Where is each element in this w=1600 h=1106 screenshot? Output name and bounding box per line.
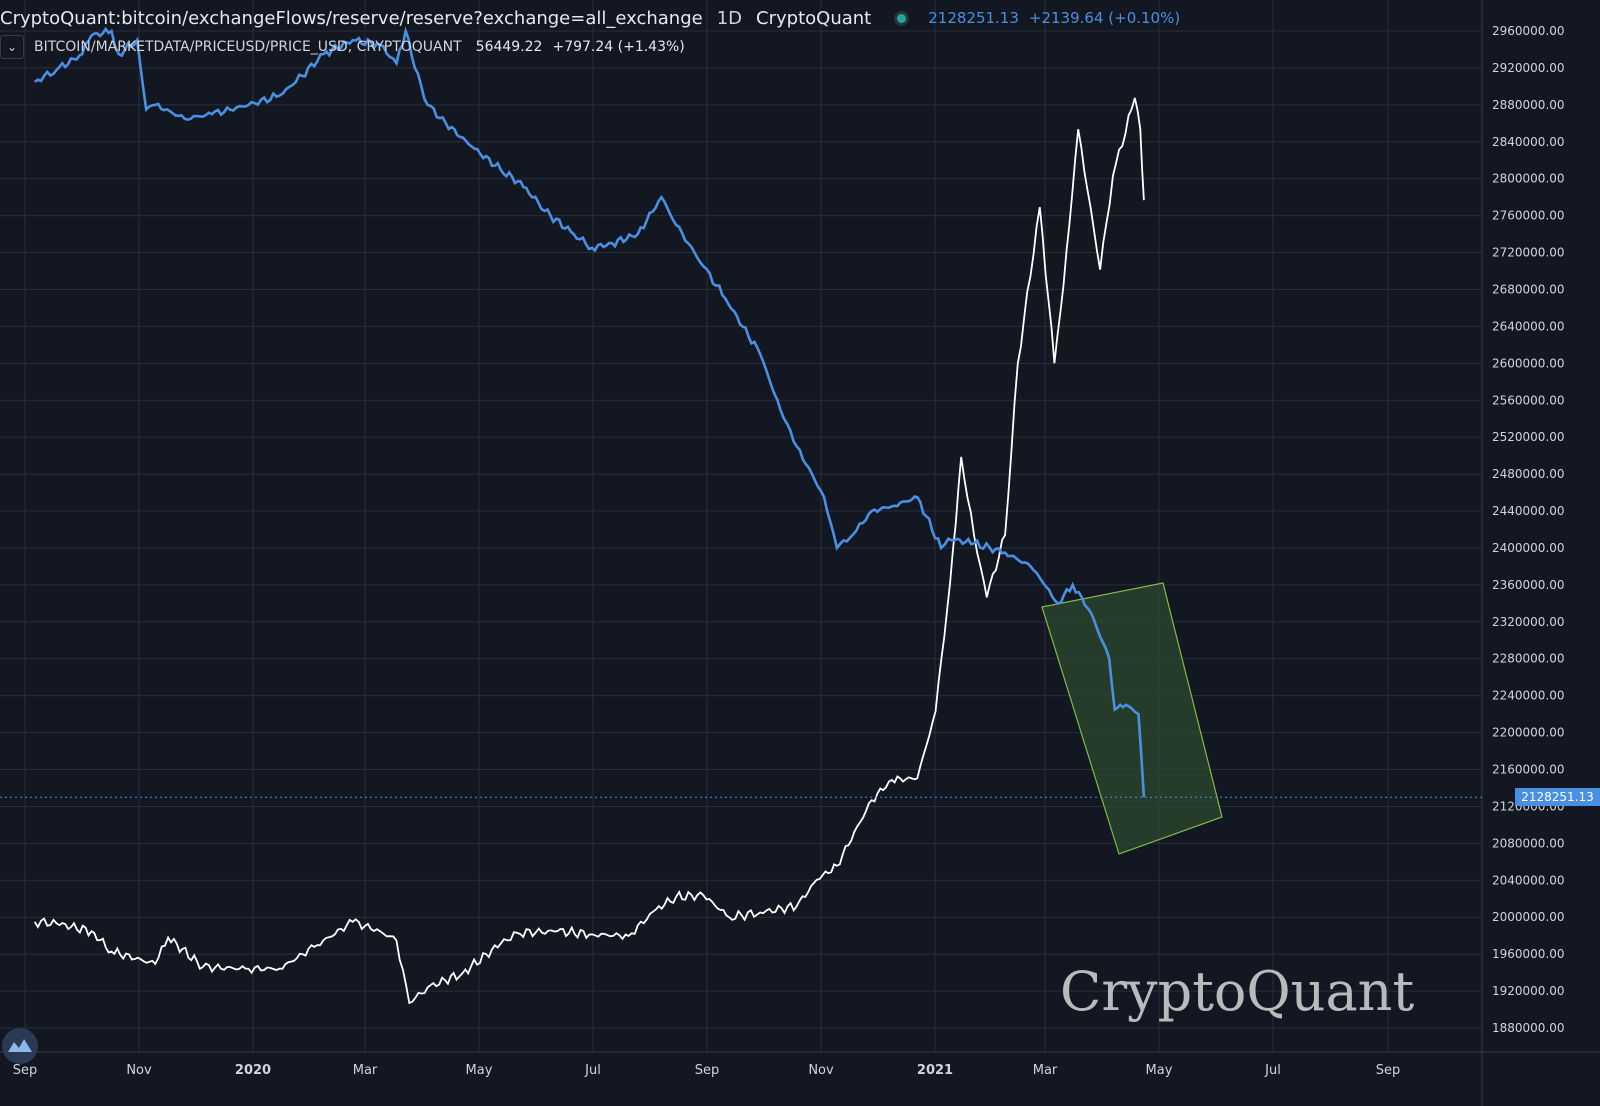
x-tick-label: Mar — [353, 1063, 378, 1078]
y-tick-label: 2520000.00 — [1492, 430, 1565, 444]
x-tick-label: Sep — [1376, 1063, 1401, 1078]
highlight-box — [1041, 582, 1223, 855]
y-tick-label: 2920000.00 — [1492, 61, 1565, 75]
watermark-logo: CryptoQuant — [1060, 960, 1415, 1023]
y-tick-label: 1960000.00 — [1492, 947, 1565, 961]
y-tick-label: 2960000.00 — [1492, 24, 1565, 38]
y-tick-label: 1920000.00 — [1492, 984, 1565, 998]
series-legend-main[interactable]: CryptoQuant:bitcoin/exchangeFlows/reserv… — [0, 5, 1180, 31]
x-tick-label: Jul — [584, 1063, 601, 1078]
y-tick-label: 2320000.00 — [1492, 615, 1565, 629]
y-axis[interactable]: 2960000.00 2920000.00 2880000.00 2840000.00… — [1492, 24, 1565, 1035]
y-tick-label: 2840000.00 — [1492, 135, 1565, 149]
y-tick-label: 2800000.00 — [1492, 172, 1565, 186]
y-tick-label: 2080000.00 — [1492, 836, 1565, 850]
x-tick-label: Nov — [126, 1063, 152, 1078]
x-tick-label: 2020 — [235, 1063, 271, 1078]
y-tick-label: 2440000.00 — [1492, 504, 1565, 518]
last-value: 2128251.13 — [928, 9, 1019, 27]
series-line-price-usd — [33, 97, 1145, 1005]
x-tick-label: Sep — [695, 1063, 720, 1078]
change-value: +2139.64 (+0.10%) — [1028, 9, 1181, 27]
last-price-tag: 2128251.13 — [1515, 788, 1600, 807]
x-tick-label: May — [466, 1063, 493, 1078]
chevron-down-icon[interactable]: ⌄ — [0, 35, 24, 59]
series-line-exchange-reserve — [33, 26, 1146, 798]
series-title: CryptoQuant:bitcoin/exchangeFlows/reserv… — [0, 7, 703, 29]
y-tick-label: 2160000.00 — [1492, 763, 1565, 777]
y-tick-label: 2040000.00 — [1492, 873, 1565, 887]
y-tick-label: 2480000.00 — [1492, 467, 1565, 481]
x-tick-label: Jul — [1264, 1063, 1281, 1078]
overlay-change-value: +797.24 (+1.43%) — [552, 39, 685, 55]
overlay-last-value: 56449.22 — [475, 39, 543, 55]
y-tick-label: 2680000.00 — [1492, 282, 1565, 296]
x-tick-label: Mar — [1033, 1063, 1058, 1078]
y-tick-label: 2640000.00 — [1492, 319, 1565, 333]
y-tick-label: 2200000.00 — [1492, 726, 1565, 740]
source-label: CryptoQuant — [756, 7, 872, 29]
y-tick-label: 2600000.00 — [1492, 356, 1565, 370]
y-tick-label: 2560000.00 — [1492, 393, 1565, 407]
x-tick-label: Nov — [808, 1063, 834, 1078]
y-tick-label: 2360000.00 — [1492, 578, 1565, 592]
x-tick-label: Sep — [13, 1063, 38, 1078]
y-tick-label: 2720000.00 — [1492, 246, 1565, 260]
overlay-title: BITCOIN/MARKETDATA/PRICEUSD/PRICE_USD, C… — [34, 39, 462, 55]
y-tick-label: 1880000.00 — [1492, 1021, 1565, 1035]
y-tick-label: 2280000.00 — [1492, 652, 1565, 666]
interval-label: 1D — [716, 7, 743, 29]
y-tick-label: 2240000.00 — [1492, 689, 1565, 703]
x-tick-label: 2021 — [917, 1063, 953, 1078]
series-legend-overlay[interactable]: ⌄ BITCOIN/MARKETDATA/PRICEUSD/PRICE_USD,… — [0, 34, 685, 60]
y-tick-label: 2760000.00 — [1492, 209, 1565, 223]
status-dot-icon — [897, 13, 907, 23]
y-tick-label: 2400000.00 — [1492, 541, 1565, 555]
y-tick-label: 2000000.00 — [1492, 910, 1565, 924]
tradingview-logo-icon[interactable] — [2, 1028, 38, 1064]
x-tick-label: May — [1146, 1063, 1173, 1078]
x-axis[interactable]: Sep Nov 2020 Mar May Jul Sep Nov 2021 Mar May Jul Se… — [13, 1063, 1401, 1078]
y-tick-label: 2880000.00 — [1492, 98, 1565, 112]
